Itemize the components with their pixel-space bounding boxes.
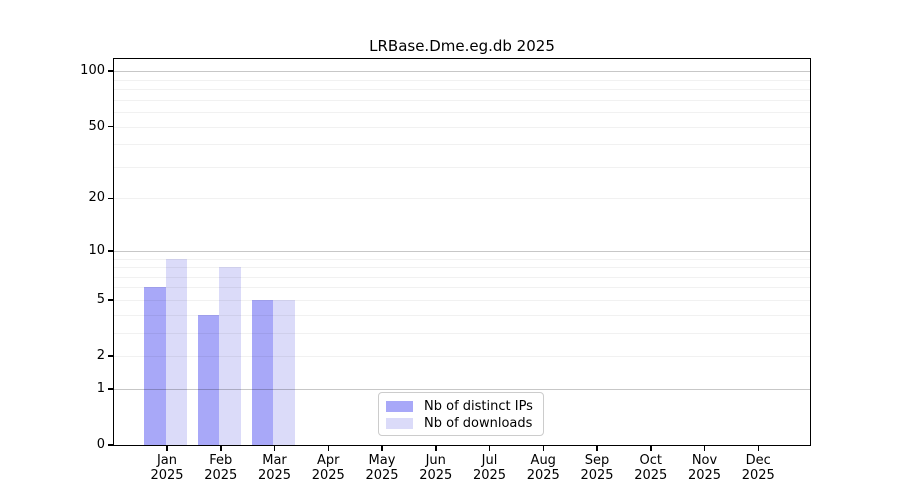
x-tick-label: Oct 2025 [634, 453, 668, 483]
y-axis-tick [108, 70, 113, 72]
gridline-minor [114, 267, 810, 269]
legend-swatch-downloads [386, 418, 413, 429]
x-axis-tick [435, 446, 437, 451]
x-axis-tick [273, 446, 276, 451]
plot-area [114, 59, 810, 445]
bar-downloads-feb [219, 267, 241, 445]
x-tick-label: Jul 2025 [472, 453, 507, 483]
gridline-minor [114, 276, 810, 278]
y-axis-tick [108, 355, 113, 357]
legend-label-distinct-ips: Nb of distinct IPs [424, 398, 533, 414]
legend-label-downloads: Nb of downloads [424, 415, 533, 431]
y-tick-label: 100 [80, 63, 105, 79]
gridline-major [114, 71, 810, 73]
x-axis-tick [703, 446, 706, 451]
y-axis-tick [108, 299, 113, 301]
gridline-minor [114, 126, 810, 128]
y-axis-tick [108, 444, 113, 446]
x-axis-tick [327, 446, 329, 451]
gridline-minor [114, 144, 810, 146]
y-axis-tick [108, 388, 113, 390]
bar-distinct-ips-feb [197, 314, 220, 445]
x-tick-label: May 2025 [365, 453, 399, 483]
y-tick-label: 50 [88, 118, 105, 134]
y-tick-label: 2 [96, 348, 105, 364]
x-axis-tick [220, 446, 222, 451]
x-axis-tick [757, 446, 759, 451]
y-tick-label: 5 [96, 291, 105, 307]
x-tick-label: Jan 2025 [150, 453, 184, 483]
gridline-minor [114, 79, 810, 81]
x-tick-label: Apr 2025 [311, 453, 345, 483]
gridline-minor [114, 258, 810, 260]
x-axis-tick [381, 446, 383, 451]
x-tick-label: Nov 2025 [687, 453, 722, 483]
chart-title: LRBase.Dme.eg.db 2025 [369, 37, 555, 55]
y-tick-label: 1 [96, 380, 105, 396]
bar-downloads-mar [273, 299, 295, 445]
gridline-major [114, 388, 810, 390]
gridline-major [114, 250, 810, 252]
x-tick-label: Dec 2025 [741, 453, 775, 483]
x-tick-label: Mar 2025 [257, 453, 292, 483]
y-axis-tick [108, 197, 113, 200]
legend-item-distinct-ips: Nb of distinct IPs [386, 398, 535, 415]
x-tick-label: Feb 2025 [204, 453, 238, 483]
x-tick-label: Sep 2025 [580, 453, 614, 483]
legend-swatch-distinct-ips [386, 401, 413, 412]
bar-distinct-ips-mar [251, 299, 273, 445]
x-axis-tick [166, 446, 168, 451]
x-axis-tick [596, 446, 598, 451]
x-tick-label: Aug 2025 [526, 453, 560, 483]
gridline-minor [114, 287, 810, 289]
gridline-minor [114, 332, 810, 334]
gridline-minor [114, 99, 810, 101]
gridline-minor [114, 299, 810, 301]
x-axis-tick [542, 446, 544, 451]
gridline-minor [114, 198, 810, 200]
gridline-minor [114, 356, 810, 358]
legend: Nb of distinct IPs Nb of downloads [378, 392, 544, 436]
gridline-minor [114, 112, 810, 114]
x-axis-tick [650, 446, 652, 451]
x-axis-tick [488, 446, 491, 451]
bar-downloads-jan [165, 258, 187, 445]
gridline-minor [114, 89, 810, 91]
y-tick-label: 10 [88, 242, 105, 258]
gridline-minor [114, 166, 810, 168]
y-tick-label: 20 [88, 190, 105, 206]
bar-distinct-ips-jan [144, 287, 166, 445]
y-axis-tick [108, 125, 113, 128]
x-tick-label: Jun 2025 [419, 453, 453, 483]
y-axis-tick [108, 250, 113, 252]
gridline-minor [114, 314, 810, 316]
y-tick-label: 0 [96, 437, 105, 452]
legend-item-downloads: Nb of downloads [386, 415, 535, 432]
